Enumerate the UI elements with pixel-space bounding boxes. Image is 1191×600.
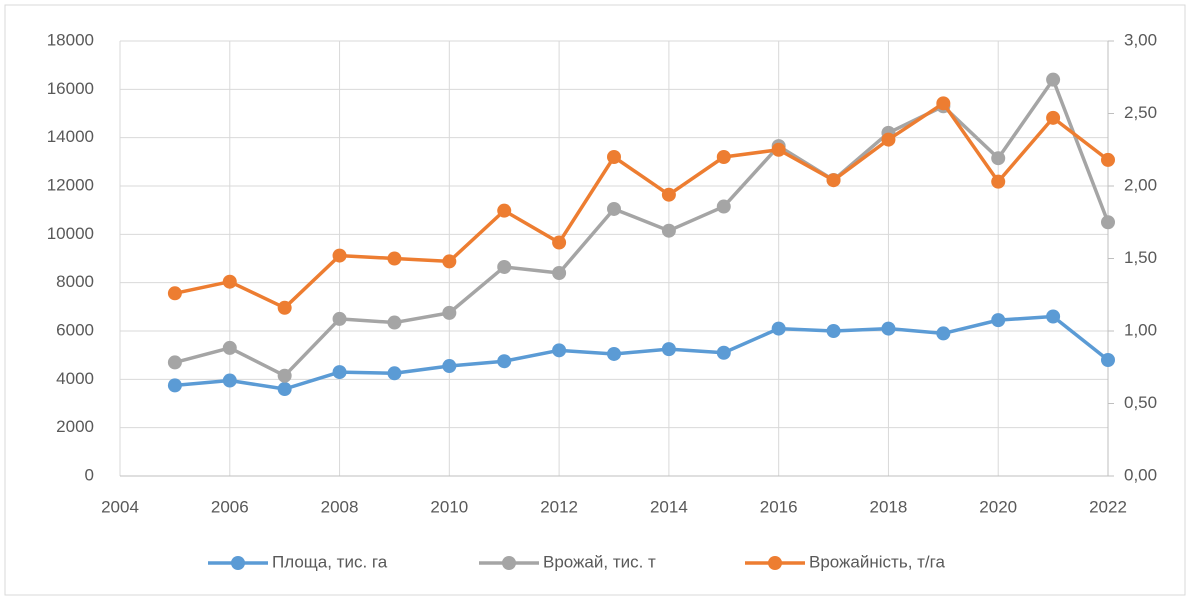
- x-tick-label: 2010: [430, 497, 468, 516]
- data-point: [442, 305, 457, 320]
- legend-marker: [231, 556, 245, 570]
- data-point: [826, 324, 841, 338]
- data-point: [991, 151, 1006, 166]
- legend-label: Врожай, тис. т: [543, 552, 656, 571]
- y-tick-label: 16000: [47, 79, 94, 98]
- data-point: [222, 274, 237, 289]
- y2-tick-label: 2,50: [1124, 103, 1157, 122]
- y-tick-label: 8000: [56, 272, 94, 291]
- data-point: [332, 248, 347, 263]
- data-point: [277, 300, 292, 315]
- data-point: [277, 382, 292, 396]
- series-line: [174, 101, 1110, 310]
- data-point: [661, 187, 676, 202]
- data-point: [1101, 215, 1115, 230]
- x-tick-label: 2006: [211, 497, 249, 516]
- data-point: [826, 173, 841, 188]
- data-point: [771, 321, 786, 336]
- data-point: [387, 315, 402, 330]
- data-point: [936, 326, 951, 341]
- data-point: [607, 150, 621, 164]
- chart-border: [4, 4, 1186, 596]
- data-point: [222, 340, 237, 355]
- data-point: [442, 254, 457, 269]
- x-tick-label: 2018: [870, 497, 908, 516]
- legend-label: Площа, тис. га: [272, 552, 388, 571]
- x-tick-label: 2012: [540, 497, 578, 516]
- x-tick-label: 2004: [101, 497, 139, 516]
- y-tick-label: 18000: [47, 30, 94, 49]
- data-point: [881, 321, 896, 336]
- y-tick-label: 4000: [56, 369, 94, 388]
- y-tick-label: 12000: [47, 175, 94, 194]
- data-point: [552, 343, 567, 358]
- data-point: [552, 235, 567, 250]
- data-point: [1101, 353, 1115, 367]
- data-point: [1101, 152, 1115, 167]
- y-tick-label: 10000: [47, 224, 94, 243]
- x-tick-label: 2020: [979, 497, 1017, 516]
- data-point: [1046, 309, 1061, 324]
- data-point: [167, 355, 182, 370]
- data-point: [387, 366, 402, 381]
- data-point: [552, 266, 567, 280]
- data-point: [387, 251, 402, 266]
- data-point: [716, 345, 731, 360]
- data-point: [167, 286, 182, 301]
- data-point: [936, 96, 951, 111]
- data-point: [661, 223, 676, 238]
- x-tick-label: 2014: [650, 497, 688, 516]
- data-point: [167, 378, 182, 393]
- data-point: [991, 174, 1006, 189]
- x-tick-label: 2016: [760, 497, 798, 516]
- data-point: [332, 311, 347, 326]
- data-point: [332, 365, 347, 380]
- y-tick-label: 6000: [56, 320, 94, 339]
- x-tick-label: 2022: [1089, 497, 1127, 516]
- data-point: [497, 354, 512, 369]
- data-point: [1046, 110, 1061, 125]
- data-point: [661, 342, 676, 357]
- data-point: [607, 201, 621, 216]
- legend-marker: [768, 556, 782, 570]
- series-line: [174, 314, 1110, 391]
- data-point: [716, 150, 731, 164]
- y2-tick-label: 2,00: [1124, 175, 1157, 194]
- data-point: [442, 359, 457, 374]
- data-point: [771, 142, 786, 157]
- y2-tick-label: 3,00: [1124, 30, 1157, 49]
- data-point: [991, 313, 1006, 328]
- y-tick-label: 14000: [47, 127, 94, 146]
- legend-label: Врожайність, т/га: [809, 552, 945, 571]
- data-point: [716, 199, 731, 214]
- data-point: [497, 259, 512, 274]
- data-point: [881, 132, 896, 147]
- data-point: [277, 368, 292, 383]
- x-tick-label: 2008: [321, 497, 359, 516]
- y2-tick-label: 1,00: [1124, 320, 1157, 339]
- y2-tick-label: 1,50: [1124, 248, 1157, 267]
- y-tick-label: 2000: [56, 417, 94, 436]
- y-tick-label: 0: [85, 465, 94, 484]
- data-point: [1046, 72, 1061, 87]
- y2-tick-label: 0,50: [1124, 393, 1157, 412]
- data-point: [497, 203, 512, 218]
- y2-tick-label: 0,00: [1124, 465, 1157, 484]
- data-point: [607, 346, 621, 361]
- legend-marker: [502, 556, 516, 570]
- data-point: [222, 373, 237, 388]
